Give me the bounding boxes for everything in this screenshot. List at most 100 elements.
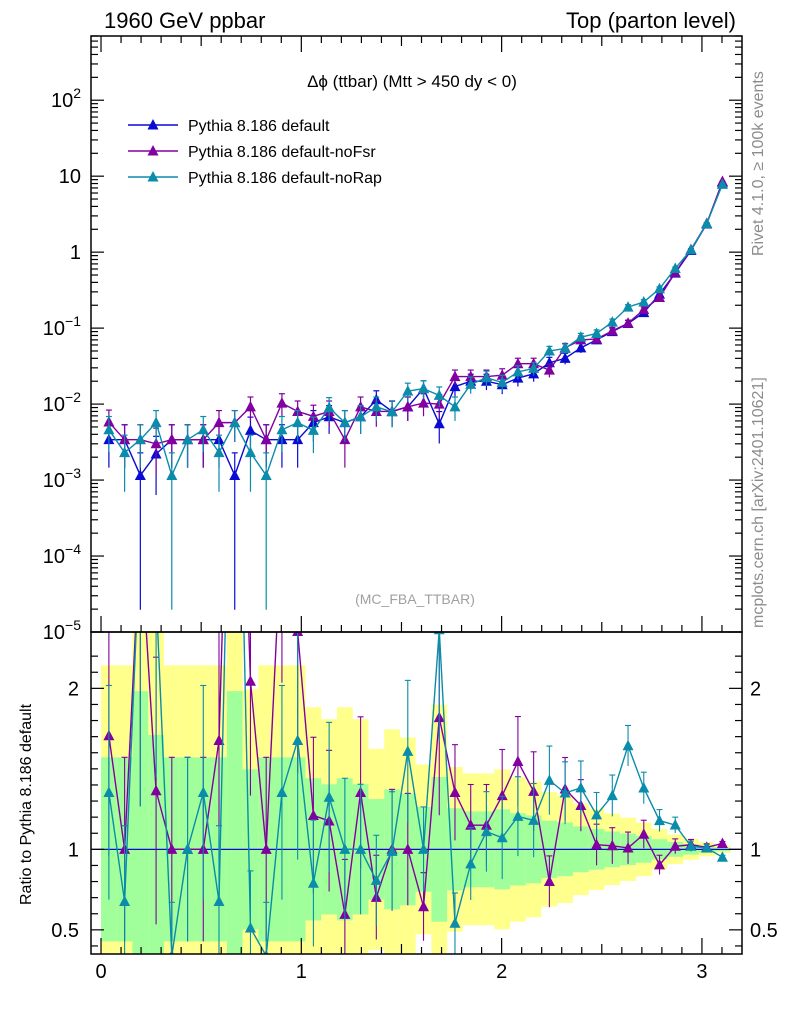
ratio-tick-label-right: 0.5: [750, 920, 778, 942]
watermark: (MC_FBA_TTBAR): [355, 591, 475, 607]
y-tick-label: 10−1: [43, 313, 81, 340]
point-nofsr: [465, 370, 477, 382]
point-norap: [638, 295, 650, 307]
point-default: [449, 380, 461, 392]
ratio-point-nofsr: [669, 840, 681, 851]
point-nofsr: [150, 437, 162, 449]
point-norap: [465, 378, 477, 389]
ratio-band-1sigma: [132, 691, 149, 954]
ratio-point-nofsr: [260, 843, 272, 854]
point-norap: [323, 401, 335, 413]
legend: Pythia 8.186 default Pythia 8.186 default…: [128, 118, 382, 187]
ratio-line-nofsr: [108, 632, 723, 915]
y-tick-label: 10−4: [43, 541, 81, 568]
legend-label-nofsr: Pythia 8.186 default-noFsr: [188, 144, 376, 161]
point-norap: [229, 416, 241, 428]
legend-marker-nofsr: [147, 145, 159, 156]
point-nofsr: [276, 397, 288, 408]
point-norap: [496, 376, 508, 387]
ratio-point-norap: [307, 877, 319, 888]
point-nofsr: [166, 433, 178, 445]
ratio-point-norap: [197, 786, 209, 798]
header-left: 1960 GeV ppbar: [104, 8, 266, 33]
axes: 10−5 10−4 10−3 10−2 10−1 1 10 102 0.5 0.5 1 1 2 2 0 1 2 3: [43, 35, 778, 983]
ratio-line-norap: [108, 632, 723, 954]
point-norap: [355, 410, 367, 422]
ratio-band-1sigma: [226, 691, 243, 954]
rivet-label: Rivet 4.1.0, ≥ 100k events: [750, 71, 767, 256]
point-nofsr: [591, 332, 603, 344]
point-nofsr: [402, 400, 414, 412]
point-norap: [292, 416, 304, 428]
y-tick-label: 10−2: [43, 389, 81, 416]
ratio-point-norap: [418, 843, 430, 854]
point-norap: [276, 423, 288, 435]
ratio-point-norap: [213, 895, 225, 906]
ratio-point-norap: [654, 814, 666, 826]
point-norap: [166, 469, 178, 480]
point-norap: [418, 382, 430, 394]
ratio-tick-label-right: 2: [750, 678, 761, 700]
point-norap: [386, 405, 398, 417]
ratio-point-norap: [591, 808, 603, 820]
ratio-point-norap: [292, 734, 304, 745]
legend-label-norap: Pythia 8.186 default-noRap: [188, 170, 382, 187]
point-norap: [543, 344, 555, 356]
ratio-point-norap: [402, 745, 414, 756]
ratio-point-norap: [606, 789, 618, 801]
point-norap: [575, 331, 587, 342]
y-tick-label: 102: [51, 85, 81, 112]
ratio-tick-label-right: 1: [750, 839, 761, 861]
ratio-point-norap: [480, 825, 492, 837]
ratio-uncertainty-bands: [101, 632, 731, 954]
ratio-point-nofsr: [716, 837, 728, 848]
point-norap: [134, 433, 146, 445]
ratio-point-norap: [103, 786, 115, 798]
ratio-point-norap: [119, 895, 131, 906]
mcplots-label: mcplots.cern.ch [arXiv:2401.10621]: [750, 377, 767, 628]
ratio-point-nofsr: [512, 755, 524, 767]
point-norap: [339, 416, 351, 428]
ratio-tick-label-left: 0.5: [51, 920, 79, 942]
ratio-point-nofsr: [150, 784, 162, 796]
point-norap: [591, 327, 603, 338]
ratio-point-norap: [559, 787, 571, 798]
point-norap: [622, 301, 634, 312]
x-tick-label: 3: [696, 961, 707, 983]
point-norap: [150, 416, 162, 428]
ratio-point-nofsr: [496, 789, 508, 801]
ratio-point-nofsr: [276, 517, 287, 528]
ratio-point-norap: [528, 814, 540, 825]
ratio-point-norap: [151, 587, 162, 598]
point-norap: [307, 424, 319, 435]
legend-label-default: Pythia 8.186 default: [188, 118, 330, 135]
ratio-point-norap: [355, 843, 367, 854]
point-norap: [512, 365, 524, 377]
point-norap: [669, 262, 681, 273]
point-nofsr: [418, 397, 430, 408]
y-tick-label: 10: [59, 166, 81, 188]
point-default: [433, 417, 445, 429]
y-tick-label: 1: [70, 242, 81, 264]
x-tick-label: 1: [296, 961, 307, 983]
ratio-point-norap: [701, 841, 713, 853]
series-line-nofsr: [108, 181, 724, 445]
point-nofsr: [654, 291, 666, 302]
point-nofsr: [449, 370, 461, 382]
ratio-point-nofsr: [418, 900, 430, 912]
ratio-point-norap: [169, 949, 174, 954]
point-nofsr: [496, 369, 508, 380]
ratio-point-norap: [264, 949, 269, 954]
point-default: [559, 352, 571, 363]
ratio-point-nofsr: [244, 675, 256, 686]
ratio-point-norap: [575, 781, 587, 793]
main-plot-series: [103, 175, 728, 610]
point-norap: [182, 433, 194, 445]
point-norap: [197, 423, 209, 435]
chart-title: Δϕ (ttbar) (Mtt > 450 dy < 0): [307, 72, 517, 91]
x-tick-label: 0: [95, 961, 106, 983]
point-norap: [685, 243, 697, 255]
ratio-point-norap: [716, 851, 728, 862]
point-norap: [244, 446, 256, 458]
